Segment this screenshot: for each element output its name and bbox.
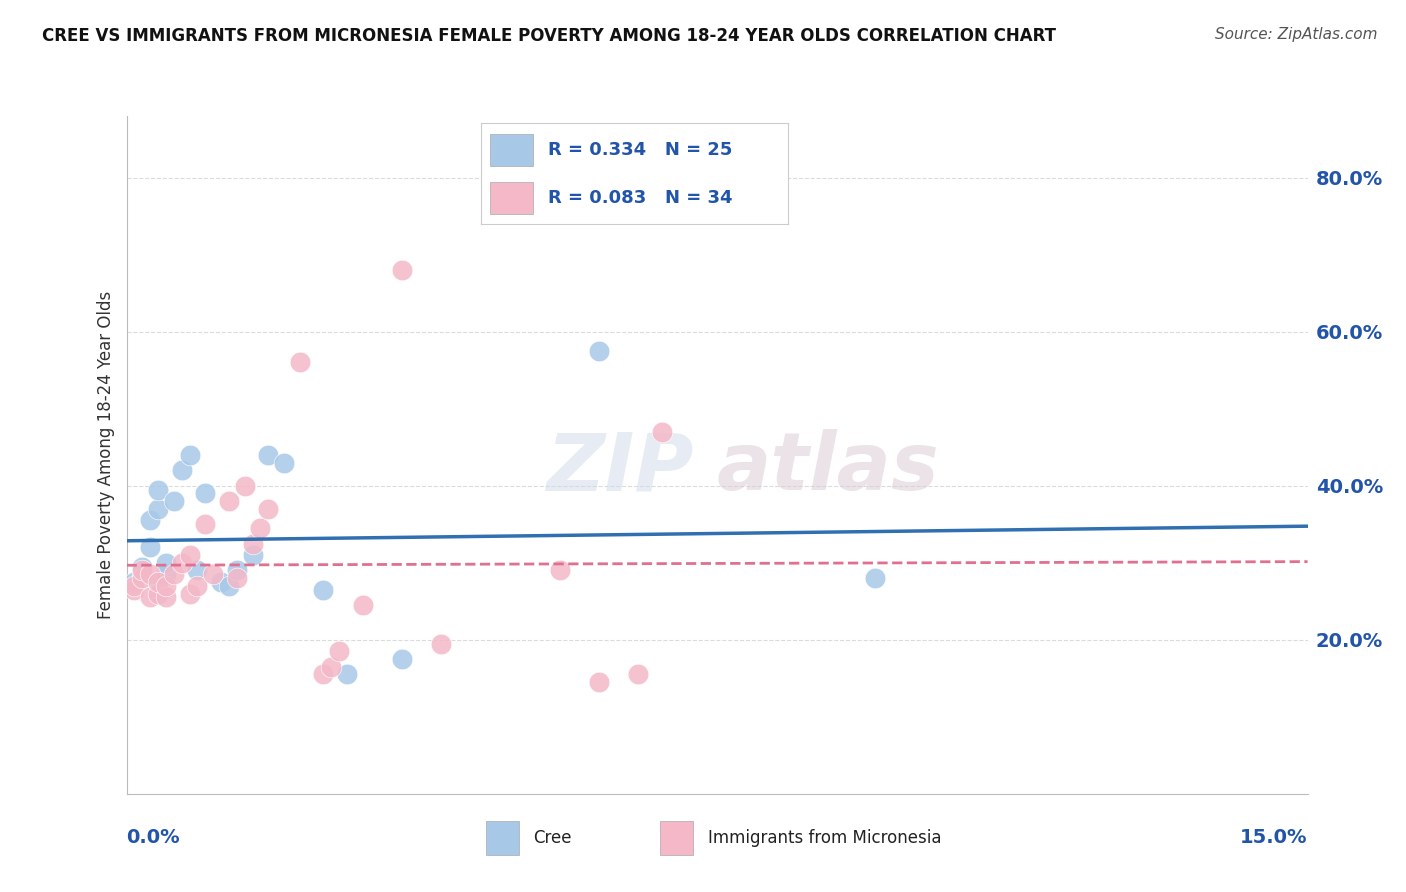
Point bbox=[179, 448, 201, 462]
Point bbox=[155, 556, 177, 570]
Point bbox=[139, 513, 162, 527]
Point bbox=[139, 541, 162, 555]
Point bbox=[209, 574, 232, 589]
Point bbox=[328, 644, 350, 658]
Point bbox=[430, 637, 453, 651]
Point bbox=[139, 591, 162, 605]
Point bbox=[186, 579, 208, 593]
Point bbox=[218, 494, 240, 508]
Point bbox=[146, 586, 169, 600]
Text: CREE VS IMMIGRANTS FROM MICRONESIA FEMALE POVERTY AMONG 18-24 YEAR OLDS CORRELAT: CREE VS IMMIGRANTS FROM MICRONESIA FEMAL… bbox=[42, 27, 1056, 45]
Point bbox=[146, 501, 169, 516]
Point bbox=[391, 263, 413, 277]
Text: atlas: atlas bbox=[717, 429, 939, 508]
Point bbox=[170, 556, 193, 570]
Point bbox=[146, 574, 169, 589]
Point bbox=[242, 536, 264, 550]
Point bbox=[336, 667, 359, 681]
Point bbox=[179, 586, 201, 600]
Point bbox=[163, 494, 186, 508]
Point bbox=[179, 548, 201, 562]
Point bbox=[863, 571, 886, 585]
Point bbox=[225, 564, 247, 578]
Point bbox=[131, 567, 153, 582]
Point bbox=[202, 567, 225, 582]
Point bbox=[391, 652, 413, 666]
Point bbox=[352, 598, 374, 612]
Point bbox=[124, 579, 146, 593]
Point bbox=[249, 521, 271, 535]
Point bbox=[588, 675, 610, 690]
Point bbox=[312, 582, 335, 597]
Y-axis label: Female Poverty Among 18-24 Year Olds: Female Poverty Among 18-24 Year Olds bbox=[97, 291, 115, 619]
Point bbox=[131, 571, 153, 585]
Point bbox=[233, 479, 256, 493]
Point bbox=[155, 567, 177, 582]
Point bbox=[548, 564, 571, 578]
Point bbox=[170, 463, 193, 477]
Point bbox=[194, 486, 217, 500]
Text: 15.0%: 15.0% bbox=[1240, 828, 1308, 847]
Point bbox=[155, 579, 177, 593]
Point bbox=[312, 667, 335, 681]
Point bbox=[242, 548, 264, 562]
Point bbox=[194, 517, 217, 532]
Point bbox=[131, 564, 153, 578]
Point bbox=[124, 582, 146, 597]
Text: ZIP: ZIP bbox=[546, 429, 693, 508]
Point bbox=[146, 483, 169, 497]
Text: Source: ZipAtlas.com: Source: ZipAtlas.com bbox=[1215, 27, 1378, 42]
Point bbox=[288, 355, 311, 369]
Point bbox=[273, 456, 295, 470]
Point bbox=[124, 574, 146, 589]
Point bbox=[588, 343, 610, 358]
Point bbox=[186, 564, 208, 578]
Point bbox=[225, 571, 247, 585]
Point bbox=[627, 667, 650, 681]
Point bbox=[651, 425, 673, 439]
Point bbox=[131, 559, 153, 574]
Point bbox=[321, 660, 343, 674]
Point bbox=[155, 591, 177, 605]
Point bbox=[163, 567, 186, 582]
Point bbox=[218, 579, 240, 593]
Text: 0.0%: 0.0% bbox=[127, 828, 180, 847]
Point bbox=[257, 448, 280, 462]
Point bbox=[257, 501, 280, 516]
Point bbox=[139, 567, 162, 582]
